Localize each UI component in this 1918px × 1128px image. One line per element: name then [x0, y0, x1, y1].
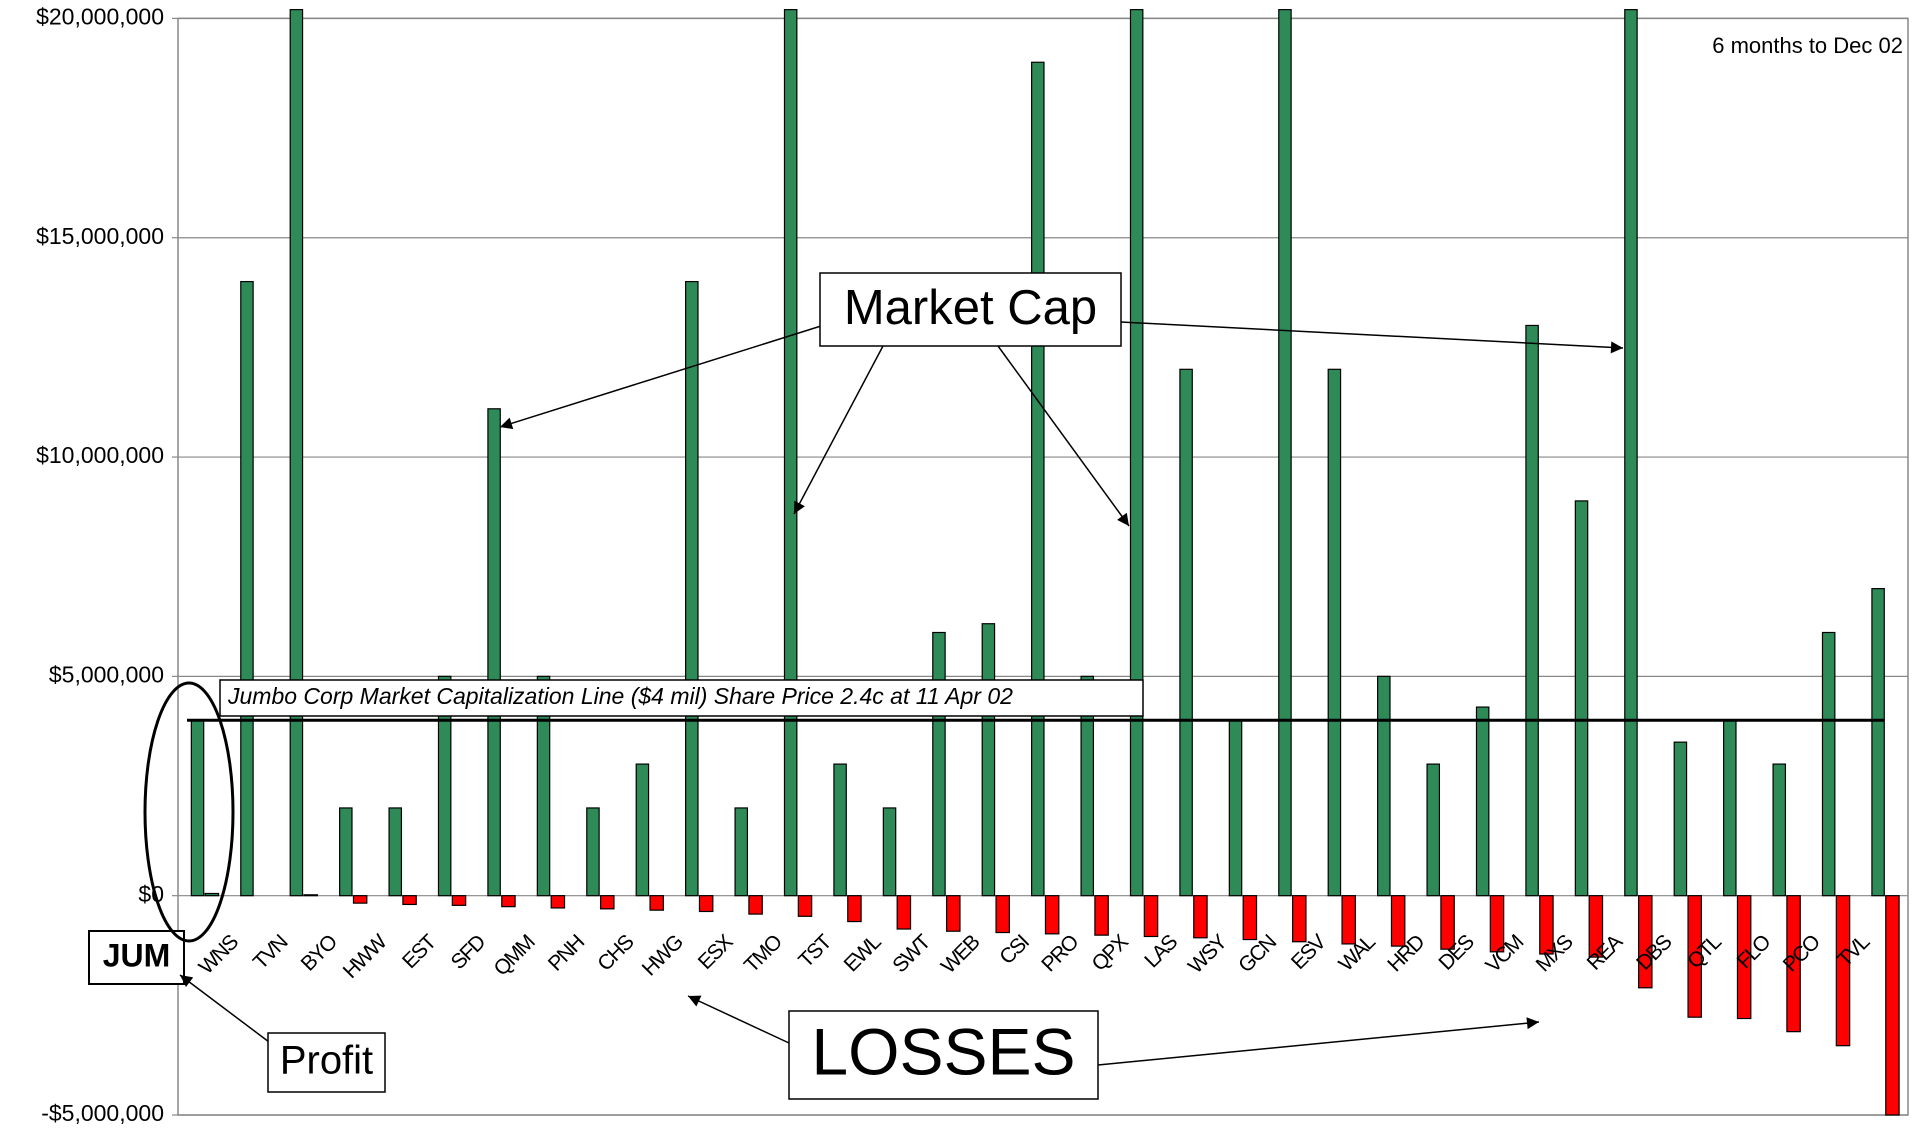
bar [1278, 9, 1292, 897]
bar [1588, 895, 1604, 958]
bar [1193, 895, 1208, 939]
bar [882, 807, 897, 897]
bar [1821, 631, 1836, 897]
bar [402, 895, 417, 906]
bar [451, 895, 467, 906]
y-tick-label: $10,000,000 [36, 442, 164, 468]
bar [437, 675, 452, 897]
bar [1687, 895, 1702, 1018]
bar [797, 895, 813, 917]
bar [1786, 895, 1801, 1033]
bar [1723, 719, 1737, 897]
arrow [997, 345, 1130, 527]
bar [635, 763, 650, 897]
period-note: 6 months to Dec 02 [1712, 33, 1903, 58]
arrow [1097, 1017, 1540, 1066]
bar [1539, 895, 1554, 955]
bar [1772, 763, 1787, 897]
bar [1341, 895, 1356, 945]
bar [1377, 675, 1391, 897]
bar [1835, 895, 1851, 1047]
bar [685, 280, 699, 897]
bar [388, 807, 403, 897]
y-tick-label: $15,000,000 [36, 223, 164, 249]
market-cap-box [819, 272, 1122, 347]
bar [1179, 368, 1193, 897]
bar [981, 623, 996, 897]
bar [1129, 9, 1144, 897]
bar [289, 9, 304, 897]
bar [1327, 368, 1342, 897]
bar [1094, 895, 1109, 936]
bar [1574, 500, 1589, 897]
arrow [687, 995, 790, 1044]
market-cap-label: Market Cap [844, 281, 1097, 335]
bar [847, 895, 862, 923]
bar [501, 895, 516, 908]
bar [748, 895, 763, 915]
bar [1080, 675, 1095, 897]
profit-label: Profit [280, 1039, 373, 1083]
bar [1390, 895, 1406, 947]
bar [649, 895, 664, 911]
bar [1489, 895, 1505, 953]
bar [303, 894, 318, 897]
bar [896, 895, 912, 930]
bar [932, 631, 946, 897]
x-tick-label: JUM [103, 937, 171, 973]
plot-border [177, 17, 1909, 1116]
arrow [1120, 321, 1624, 354]
bar [204, 892, 220, 897]
bar [190, 719, 205, 897]
y-tick-label: -$5,000,000 [41, 1100, 164, 1126]
arrow [499, 325, 822, 430]
losses-label: LOSSES [811, 1014, 1075, 1088]
bar [1624, 9, 1638, 897]
bar [1031, 61, 1045, 897]
bar [1292, 895, 1307, 943]
profit-box [267, 1032, 386, 1093]
bar [1426, 763, 1441, 897]
bar [1475, 706, 1490, 897]
bar [1871, 588, 1885, 897]
bar [550, 895, 566, 909]
bar [352, 895, 368, 904]
jum-box [88, 930, 185, 985]
bar [339, 807, 353, 897]
bar [586, 807, 600, 897]
arrow [793, 345, 884, 515]
bar [995, 895, 1010, 934]
bar [1044, 895, 1060, 935]
reference-label-box [219, 679, 1144, 717]
bar [536, 675, 551, 897]
bar [487, 408, 501, 897]
bar [946, 895, 961, 932]
arrow [179, 974, 278, 1049]
highlight-ellipse [143, 681, 235, 943]
bar [1638, 895, 1653, 989]
losses-box [788, 1010, 1099, 1100]
bar [1885, 895, 1900, 1116]
bar [734, 807, 749, 897]
bar [1736, 895, 1752, 1020]
bar [783, 9, 798, 897]
bar [240, 280, 254, 897]
y-tick-label: $5,000,000 [49, 661, 164, 687]
bar [600, 895, 615, 910]
bar [833, 763, 847, 897]
y-tick-label: $20,000,000 [36, 3, 164, 29]
bar [1673, 741, 1688, 897]
bar [1440, 895, 1455, 950]
reference-label: Jumbo Corp Market Capitalization Line ($… [227, 683, 1013, 709]
bar [698, 895, 714, 913]
bar [1228, 719, 1243, 897]
bar [1525, 324, 1539, 897]
bar [1143, 895, 1159, 938]
bar [1242, 895, 1258, 941]
